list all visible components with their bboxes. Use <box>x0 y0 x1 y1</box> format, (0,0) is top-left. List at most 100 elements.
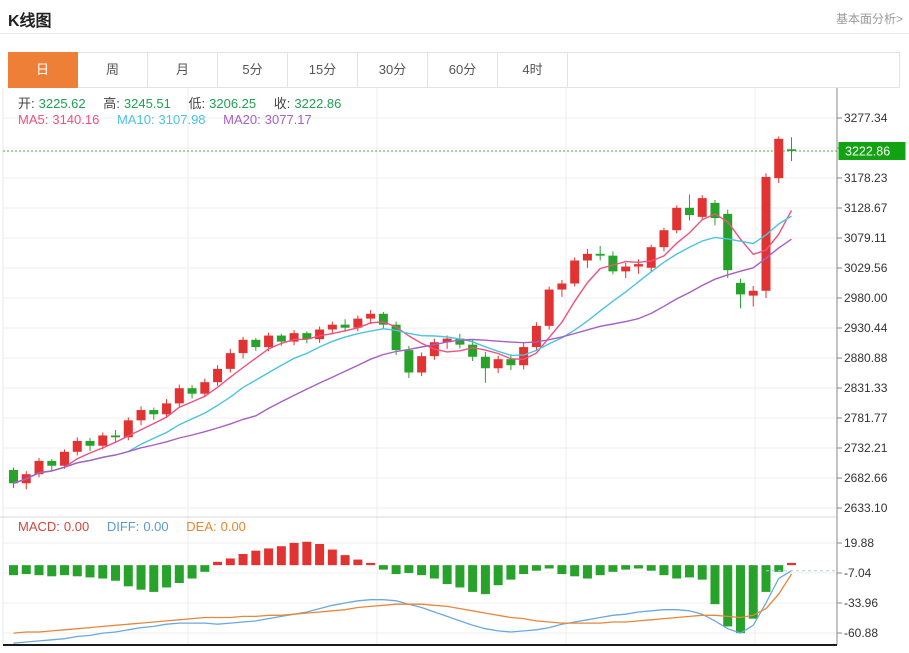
candle-body[interactable] <box>85 440 95 446</box>
candle-body[interactable] <box>162 403 172 415</box>
kline-chart[interactable]: 3277.34 3178.23 3128.67 3079.11 3029.56 2980.… <box>0 88 909 648</box>
candle-body[interactable] <box>786 149 796 151</box>
candle-body[interactable] <box>123 420 133 438</box>
macd-hist-bar <box>417 565 427 576</box>
candle-body[interactable] <box>327 324 337 330</box>
candle-body[interactable] <box>506 359 516 366</box>
candle-body[interactable] <box>289 333 299 342</box>
chart-canvas[interactable]: 3277.34 3178.23 3128.67 3079.11 3029.56 2980.… <box>0 88 909 648</box>
candle-body[interactable] <box>391 324 401 351</box>
candle-body[interactable] <box>72 440 82 452</box>
tab-month[interactable]: 月 <box>148 53 218 87</box>
candle-body[interactable] <box>544 289 554 326</box>
candle-body[interactable] <box>748 290 758 296</box>
candle-body[interactable] <box>621 266 631 272</box>
macd-hist-bar <box>21 565 31 575</box>
candle-body[interactable] <box>672 207 682 231</box>
macd-axis-label: -7.04 <box>844 566 872 580</box>
candle-body[interactable] <box>315 329 325 340</box>
candle-body[interactable] <box>417 356 427 373</box>
high-label: 高: <box>103 96 120 111</box>
candle-body[interactable] <box>47 460 57 466</box>
candle-body[interactable] <box>697 198 707 217</box>
macd-hist-bar <box>315 543 325 566</box>
candle-body[interactable] <box>659 230 669 248</box>
macd-hist-bar <box>85 565 95 578</box>
candle-body[interactable] <box>723 213 733 271</box>
macd-hist-bar <box>366 562 376 566</box>
macd-hist-bar <box>761 565 771 592</box>
candle-body[interactable] <box>136 410 146 421</box>
candle-body[interactable] <box>442 338 452 343</box>
candle-body[interactable] <box>761 176 771 291</box>
tab-4hour[interactable]: 4时 <box>498 53 568 87</box>
tab-30min[interactable]: 30分 <box>358 53 428 87</box>
tab-15min[interactable]: 15分 <box>288 53 358 87</box>
candle-body[interactable] <box>276 335 286 342</box>
macd-hist-bar <box>340 555 350 566</box>
tab-60min[interactable]: 60分 <box>428 53 498 87</box>
current-price-tag <box>838 141 906 160</box>
macd-hist-bar <box>302 541 312 566</box>
candle-body[interactable] <box>149 410 159 415</box>
candle-body[interactable] <box>480 356 490 369</box>
macd-hist-bar <box>646 565 656 571</box>
macd-hist-bar <box>748 565 758 619</box>
candle-body[interactable] <box>570 260 580 284</box>
price-axis-label: 2980.00 <box>844 291 888 305</box>
candle-body[interactable] <box>9 469 18 484</box>
candle-body[interactable] <box>340 324 350 328</box>
candle-body[interactable] <box>557 283 567 290</box>
macd-hist-bar <box>735 565 745 634</box>
macd-hist-bar <box>519 565 529 575</box>
tab-day[interactable]: 日 <box>8 52 78 88</box>
macd-hist-bar <box>429 565 439 579</box>
price-axis-label: 2633.10 <box>844 501 888 515</box>
candle-body[interactable] <box>251 339 261 348</box>
price-axis-label: 2682.66 <box>844 471 888 485</box>
candle-body[interactable] <box>646 247 656 268</box>
candle-body[interactable] <box>595 253 605 256</box>
candle-body[interactable] <box>531 325 541 348</box>
macd-hist-bar <box>506 565 516 580</box>
candle-body[interactable] <box>225 353 235 369</box>
ma20-label: MA20: <box>223 112 261 127</box>
candle-body[interactable] <box>633 264 643 267</box>
candle-body[interactable] <box>264 335 274 348</box>
candle-body[interactable] <box>404 350 414 373</box>
candle-body[interactable] <box>582 253 592 261</box>
candle-body[interactable] <box>378 313 388 325</box>
candle-body[interactable] <box>608 255 618 272</box>
tab-week[interactable]: 周 <box>78 53 148 87</box>
candle-body[interactable] <box>774 138 784 179</box>
tab-5min[interactable]: 5分 <box>218 53 288 87</box>
candle-body[interactable] <box>353 318 363 328</box>
candle-body[interactable] <box>213 368 223 383</box>
macd-hist-bar <box>162 565 172 588</box>
diff-label: DIFF: <box>106 519 140 534</box>
candle-body[interactable] <box>187 388 197 394</box>
candle-body[interactable] <box>98 435 108 446</box>
macd-hist-bar <box>710 565 720 605</box>
candle-body[interactable] <box>493 359 503 369</box>
macd-axis-label: 19.88 <box>844 536 874 550</box>
candle-body[interactable] <box>735 282 745 295</box>
candle-body[interactable] <box>710 202 720 219</box>
candle-body[interactable] <box>684 207 694 216</box>
candle-body[interactable] <box>174 388 184 404</box>
candle-body[interactable] <box>34 460 44 475</box>
candle-body[interactable] <box>200 382 210 394</box>
tabbar-filler <box>568 53 899 87</box>
candle-body[interactable] <box>60 451 70 466</box>
candle-body[interactable] <box>519 347 529 366</box>
candle-body[interactable] <box>468 344 478 357</box>
candle-body[interactable] <box>455 338 465 345</box>
candle-body[interactable] <box>111 435 121 438</box>
candle-body[interactable] <box>366 313 376 319</box>
ma10-value: 3107.98 <box>158 112 206 127</box>
candle-body[interactable] <box>238 339 248 354</box>
fundamental-analysis-link[interactable]: 基本面分析> <box>835 12 903 26</box>
dea-label: DEA: <box>186 519 217 534</box>
candle-body[interactable] <box>302 333 312 340</box>
macd-hist-bar <box>595 565 605 576</box>
